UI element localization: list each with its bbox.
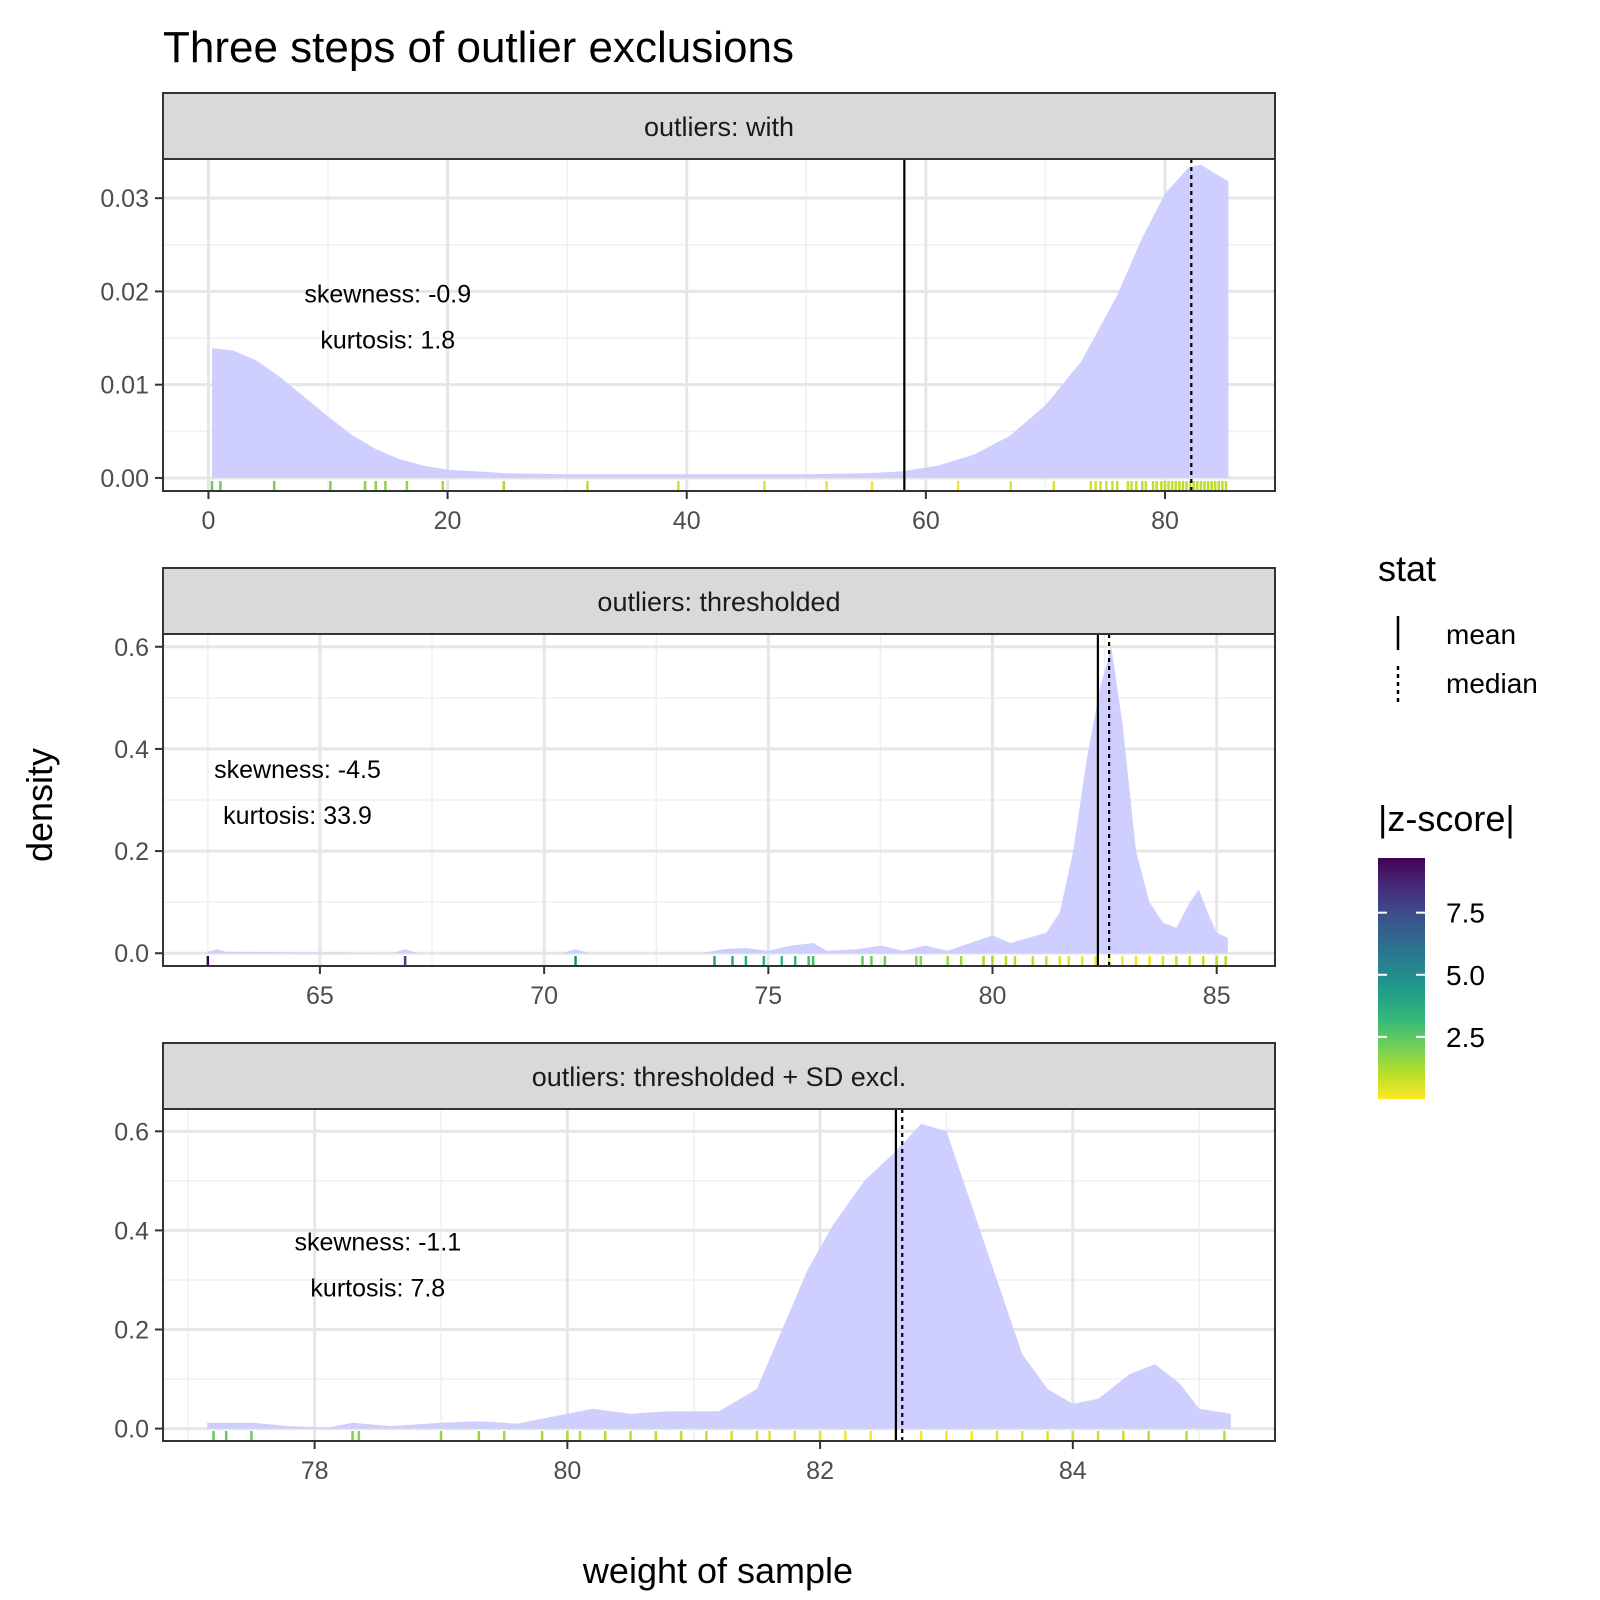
colorbar-tick-label: 5.0	[1446, 960, 1485, 991]
x-tick-label: 65	[306, 982, 334, 1010]
x-tick-label: 78	[301, 1457, 329, 1485]
x-tick-label: 80	[1151, 507, 1179, 535]
legend-stat: stat mean median	[1378, 548, 1538, 702]
y-tick-label: 0.03	[100, 185, 149, 213]
x-tick-label: 84	[1059, 1457, 1087, 1485]
y-tick-label: 0.6	[114, 634, 149, 662]
density-area	[207, 646, 1228, 954]
kurtosis-label: kurtosis: 1.8	[320, 327, 455, 355]
skewness-label: skewness: -0.9	[304, 281, 471, 309]
panel-border	[162, 633, 1276, 967]
x-tick-label: 75	[754, 982, 782, 1010]
strip-label: outliers: thresholded + SD excl.	[532, 1062, 906, 1092]
panel-border	[162, 158, 1276, 492]
y-tick-label: 0.00	[100, 465, 149, 493]
kurtosis-label: kurtosis: 33.9	[223, 802, 372, 830]
y-tick-label: 0.02	[100, 278, 149, 306]
legend-zscore: |z-score| 7.5 5.0 2.5	[1378, 798, 1515, 1099]
x-tick-label: 20	[434, 507, 462, 535]
legend-stat-title: stat	[1378, 548, 1436, 589]
legend-zscore-title: |z-score|	[1378, 798, 1515, 839]
skewness-label: skewness: -4.5	[214, 756, 381, 784]
density-area	[207, 1123, 1231, 1429]
panel-outliers-thresholded-sd-excl: outliers: thresholded + SD excl. skewness…	[114, 1042, 1276, 1485]
strip-label: outliers: thresholded	[597, 587, 840, 617]
y-tick-label: 0.01	[100, 372, 149, 400]
x-axis-title: weight of sample	[582, 1550, 853, 1591]
chart-title: Three steps of outlier exclusions	[163, 23, 794, 72]
panel-background	[163, 1109, 1275, 1441]
y-tick-label: 0.4	[114, 1217, 149, 1245]
kurtosis-label: kurtosis: 7.8	[310, 1275, 445, 1303]
strip-label: outliers: with	[644, 112, 794, 142]
x-tick-label: 85	[1203, 982, 1231, 1010]
panel-outliers-with: outliers: with skewness: -0.9 kurtosis: 1.…	[100, 92, 1276, 535]
x-tick-label: 80	[979, 982, 1007, 1010]
x-tick-label: 70	[530, 982, 558, 1010]
zscore-colorbar	[1378, 858, 1425, 1099]
density-area	[212, 164, 1229, 478]
x-tick-label: 80	[553, 1457, 581, 1485]
colorbar-tick-label: 2.5	[1446, 1022, 1485, 1053]
x-tick-label: 82	[806, 1457, 834, 1485]
panel-border	[162, 1108, 1276, 1442]
y-tick-label: 0.2	[114, 1317, 149, 1345]
y-tick-label: 0.0	[114, 940, 149, 968]
y-tick-label: 0.4	[114, 736, 149, 764]
panel-outliers-thresholded: outliers: thresholded skewness: -4.5 kurto…	[114, 567, 1276, 1010]
legend-median-label: median	[1446, 668, 1538, 699]
strip-background	[162, 1042, 1276, 1110]
legend-mean-label: mean	[1446, 619, 1516, 650]
x-tick-label: 40	[673, 507, 701, 535]
y-tick-label: 0.6	[114, 1118, 149, 1146]
strip-background	[162, 92, 1276, 160]
y-tick-label: 0.2	[114, 838, 149, 866]
x-tick-label: 60	[912, 507, 940, 535]
skewness-label: skewness: -1.1	[294, 1229, 461, 1257]
y-tick-label: 0.0	[114, 1416, 149, 1444]
x-tick-label: 0	[201, 507, 215, 535]
strip-background	[162, 567, 1276, 635]
y-axis-title: density	[19, 748, 60, 862]
colorbar-tick-label: 7.5	[1446, 898, 1485, 929]
